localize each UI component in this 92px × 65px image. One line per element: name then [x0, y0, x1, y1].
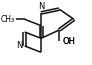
Text: OH: OH [62, 37, 75, 46]
Text: N: N [16, 41, 22, 50]
Text: N: N [38, 2, 44, 11]
Text: CH₃: CH₃ [1, 15, 15, 24]
Text: OH: OH [62, 37, 75, 46]
